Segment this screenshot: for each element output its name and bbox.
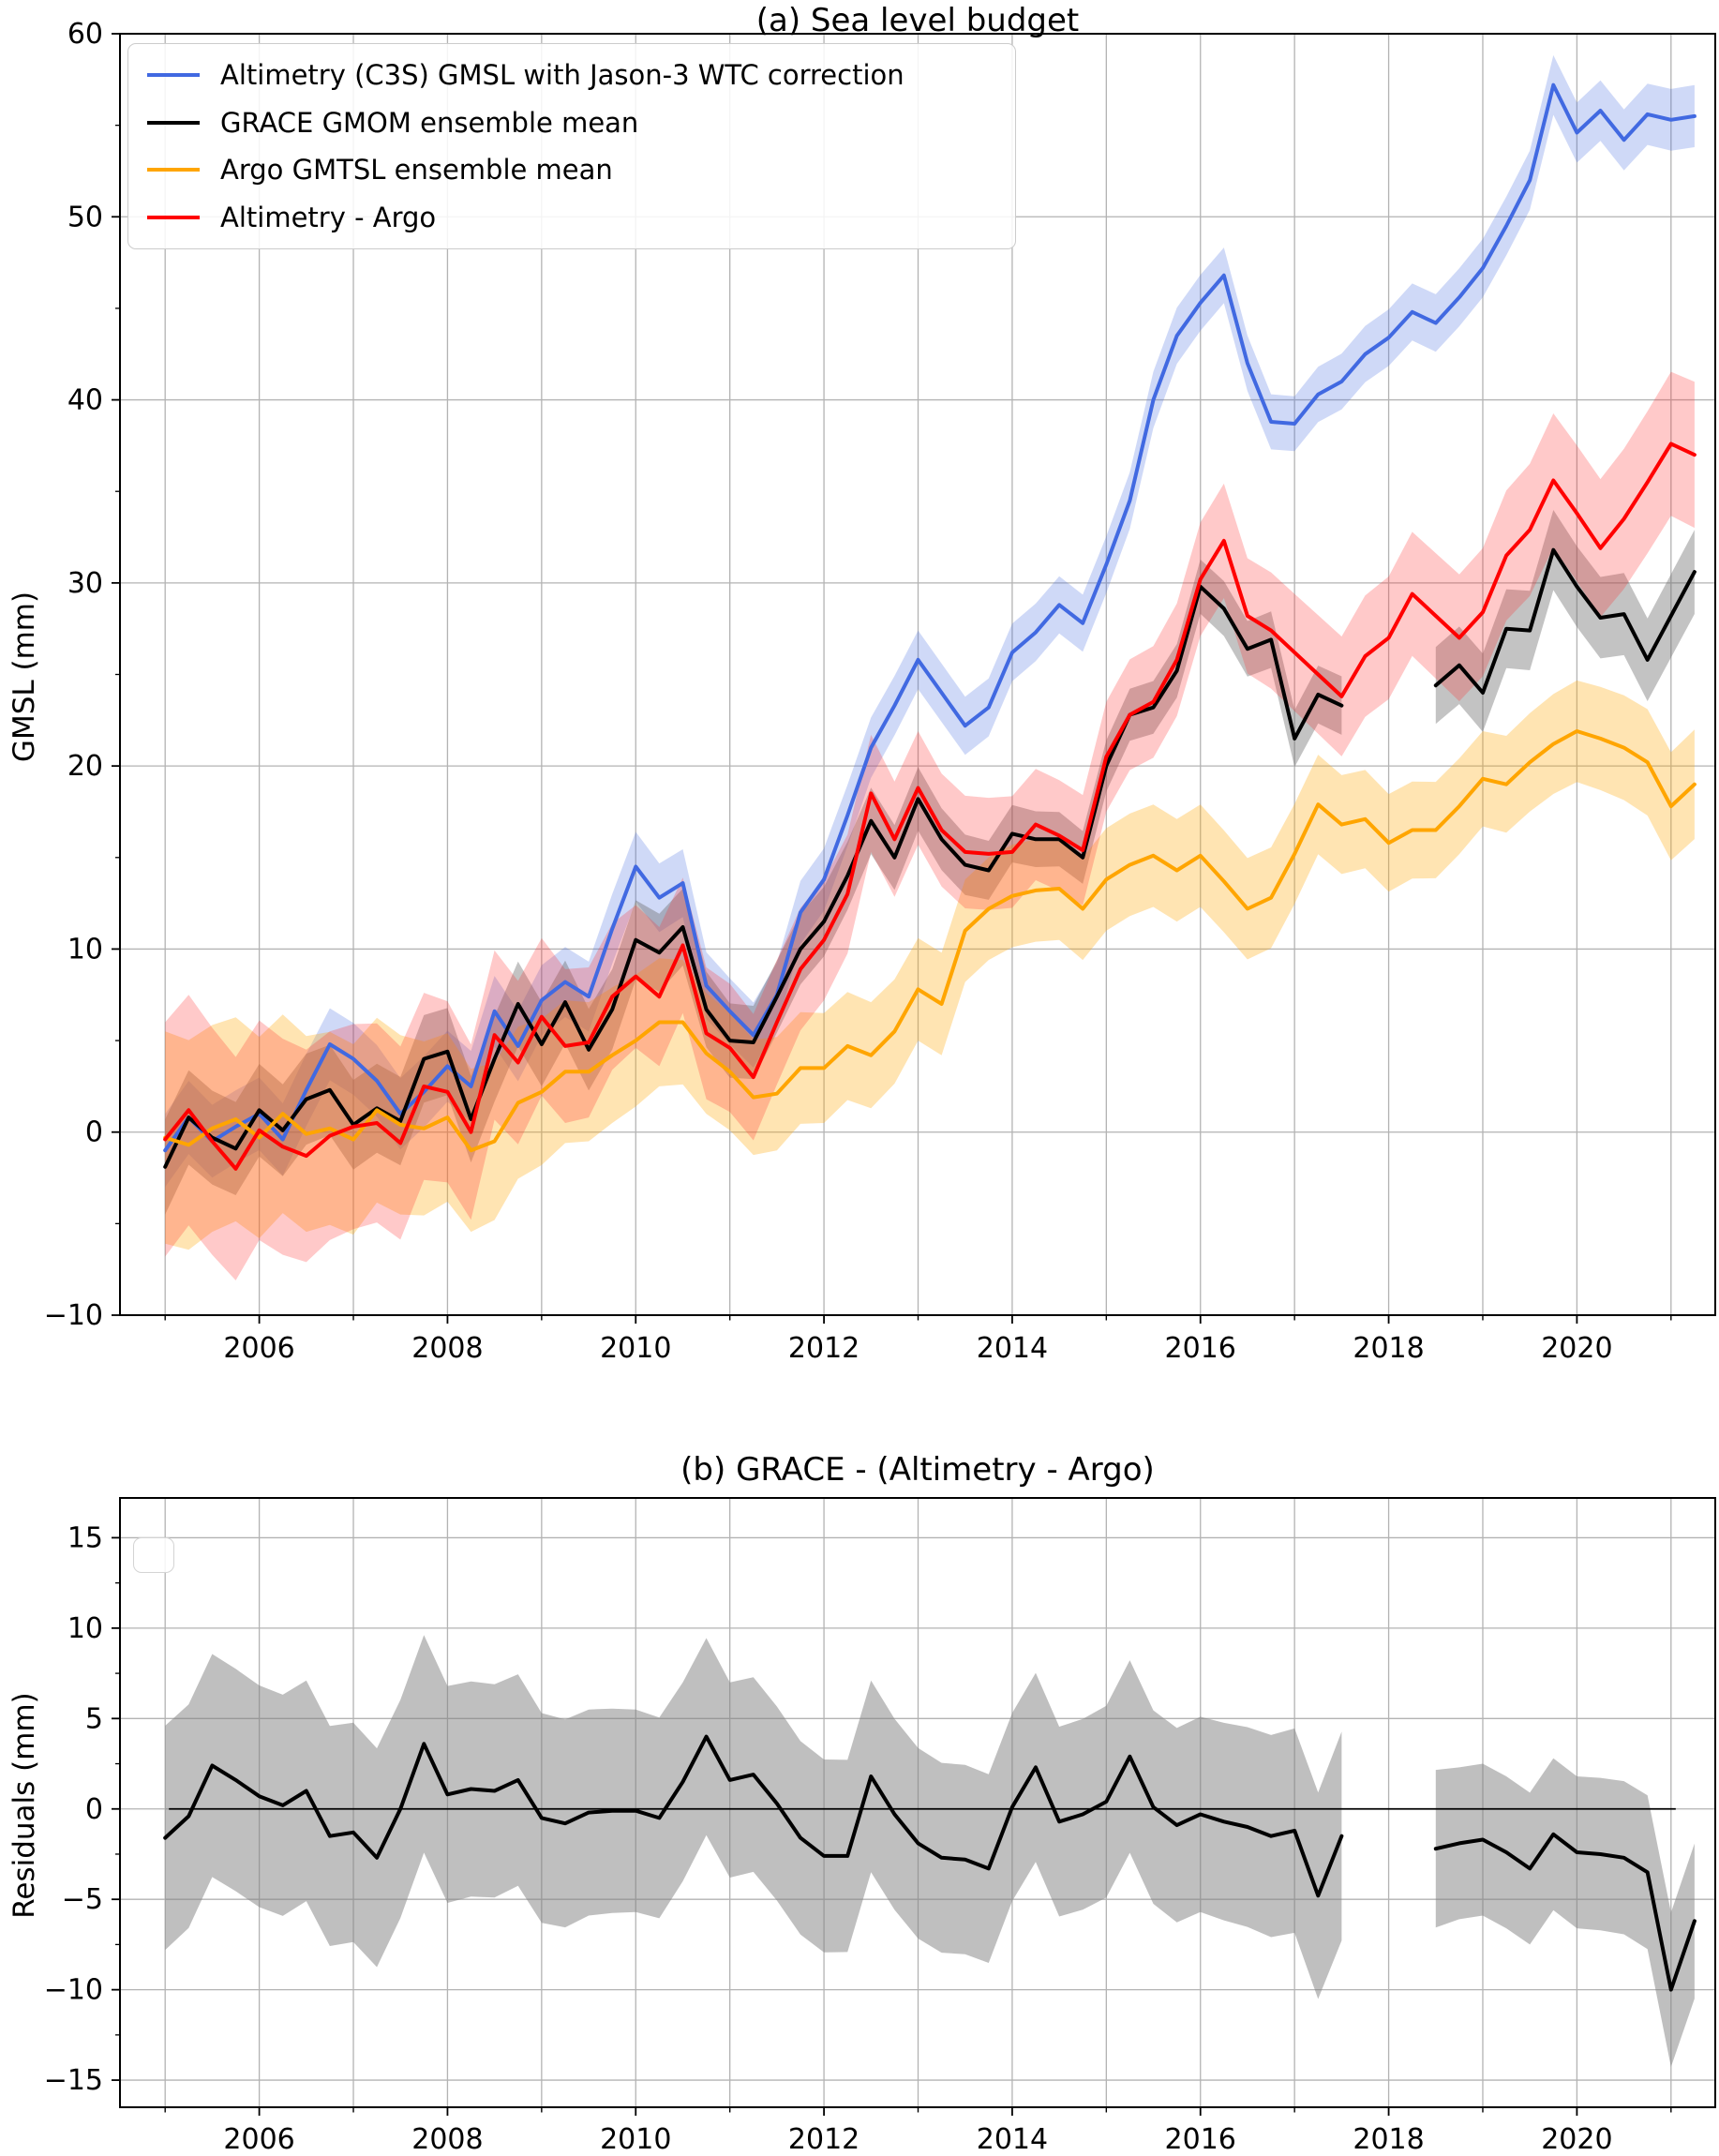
panel-b-y-axis: 15 10 5 0 −5 −10 −15 xyxy=(44,1521,120,2097)
svg-text:15: 15 xyxy=(67,1521,103,1554)
panel-a-series-line-3 xyxy=(163,442,1697,1171)
svg-text:−10: −10 xyxy=(44,1974,103,2007)
altimetry-minus-argo-line-swatch xyxy=(147,215,200,219)
panel-b-title: (b) GRACE - (Altimetry - Argo) xyxy=(680,1451,1155,1489)
panel-a-series-line-1 xyxy=(163,584,1344,1169)
svg-text:0: 0 xyxy=(85,1116,103,1149)
legend-item-altimetry-minus-argo: Altimetry - Argo xyxy=(147,195,1015,240)
panel-b-x-axis: 2006 2008 2010 2012 2014 2016 2018 2020 xyxy=(164,2107,1672,2156)
panel-b-ylabel: Residuals (mm) xyxy=(7,1692,41,1919)
legend-label-argo: Argo GMTSL ensemble mean xyxy=(220,154,613,187)
panel-b-band-0 xyxy=(165,1635,1342,1999)
svg-text:2016: 2016 xyxy=(1165,1332,1236,1365)
svg-text:2012: 2012 xyxy=(788,1332,860,1365)
svg-text:10: 10 xyxy=(67,933,103,966)
svg-text:0: 0 xyxy=(85,1793,103,1826)
panel-a-y-axis: 60 50 40 30 20 10 0 −10 xyxy=(44,18,120,1332)
panel-a-ylabel: GMSL (mm) xyxy=(7,591,41,763)
panel-a-band-1 xyxy=(165,559,1342,1215)
svg-text:2008: 2008 xyxy=(411,2123,483,2156)
svg-text:2014: 2014 xyxy=(977,1332,1048,1365)
svg-text:2018: 2018 xyxy=(1353,1332,1424,1365)
legend-label-grace: GRACE GMOM ensemble mean xyxy=(220,106,639,139)
svg-text:60: 60 xyxy=(67,18,103,51)
svg-text:−15: −15 xyxy=(44,2064,103,2097)
svg-text:2020: 2020 xyxy=(1541,2123,1612,2156)
svg-text:−10: −10 xyxy=(44,1299,103,1332)
svg-text:2018: 2018 xyxy=(1353,2123,1424,2156)
panel-a-band-2 xyxy=(165,680,1695,1250)
panel-a-band-1 xyxy=(1435,510,1695,732)
svg-text:10: 10 xyxy=(67,1612,103,1645)
legend-item-altimetry: Altimetry (C3S) GMSL with Jason-3 WTC co… xyxy=(147,52,1015,97)
svg-text:30: 30 xyxy=(67,567,103,600)
panel-b-empty-legend-box xyxy=(133,1537,174,1573)
svg-text:40: 40 xyxy=(67,384,103,417)
svg-text:−5: −5 xyxy=(62,1883,103,1916)
svg-text:2014: 2014 xyxy=(977,2123,1048,2156)
legend-label-altimetry-minus-argo: Altimetry - Argo xyxy=(220,201,437,233)
panel-b-series-line-0 xyxy=(163,1734,1344,1898)
svg-text:2010: 2010 xyxy=(600,1332,671,1365)
svg-text:20: 20 xyxy=(67,750,103,783)
panel-b-plot: 2006 2008 2010 2012 2014 2016 2018 2020 15 10 5 0 −5… xyxy=(44,1497,1716,2156)
svg-text:5: 5 xyxy=(85,1702,103,1735)
panel-a-series-line-1 xyxy=(1433,547,1697,695)
panel-a-series-line-2 xyxy=(163,729,1697,1153)
svg-text:2020: 2020 xyxy=(1541,1332,1612,1365)
panel-a-band-0 xyxy=(165,54,1695,1188)
panel-a-x-axis: 2006 2008 2010 2012 2014 2016 2018 2020 xyxy=(164,1315,1672,1365)
panel-b-band-0 xyxy=(1435,1758,1695,2067)
svg-text:2010: 2010 xyxy=(600,2123,671,2156)
panel-a-band-3 xyxy=(165,371,1695,1280)
legend-item-grace: GRACE GMOM ensemble mean xyxy=(147,100,1015,145)
svg-text:2006: 2006 xyxy=(223,2123,294,2156)
altimetry-line-swatch xyxy=(147,73,200,78)
legend-label-altimetry: Altimetry (C3S) GMSL with Jason-3 WTC co… xyxy=(220,59,904,92)
svg-text:2012: 2012 xyxy=(788,2123,860,2156)
panel-b-series-line-0 xyxy=(1433,1832,1697,1992)
legend-item-argo: Argo GMTSL ensemble mean xyxy=(147,147,1015,192)
svg-text:2008: 2008 xyxy=(411,1332,483,1365)
svg-text:2006: 2006 xyxy=(223,1332,294,1365)
argo-line-swatch xyxy=(147,168,200,172)
panel-a-title: (a) Sea level budget xyxy=(755,2,1080,39)
panel-a-legend: Altimetry (C3S) GMSL with Jason-3 WTC co… xyxy=(127,43,1016,249)
svg-text:2016: 2016 xyxy=(1165,2123,1236,2156)
grace-line-swatch xyxy=(147,120,200,125)
panel-a-plot: 2006 2008 2010 2012 2014 2016 2018 202060504030… xyxy=(44,18,1716,1365)
svg-text:50: 50 xyxy=(67,201,103,233)
